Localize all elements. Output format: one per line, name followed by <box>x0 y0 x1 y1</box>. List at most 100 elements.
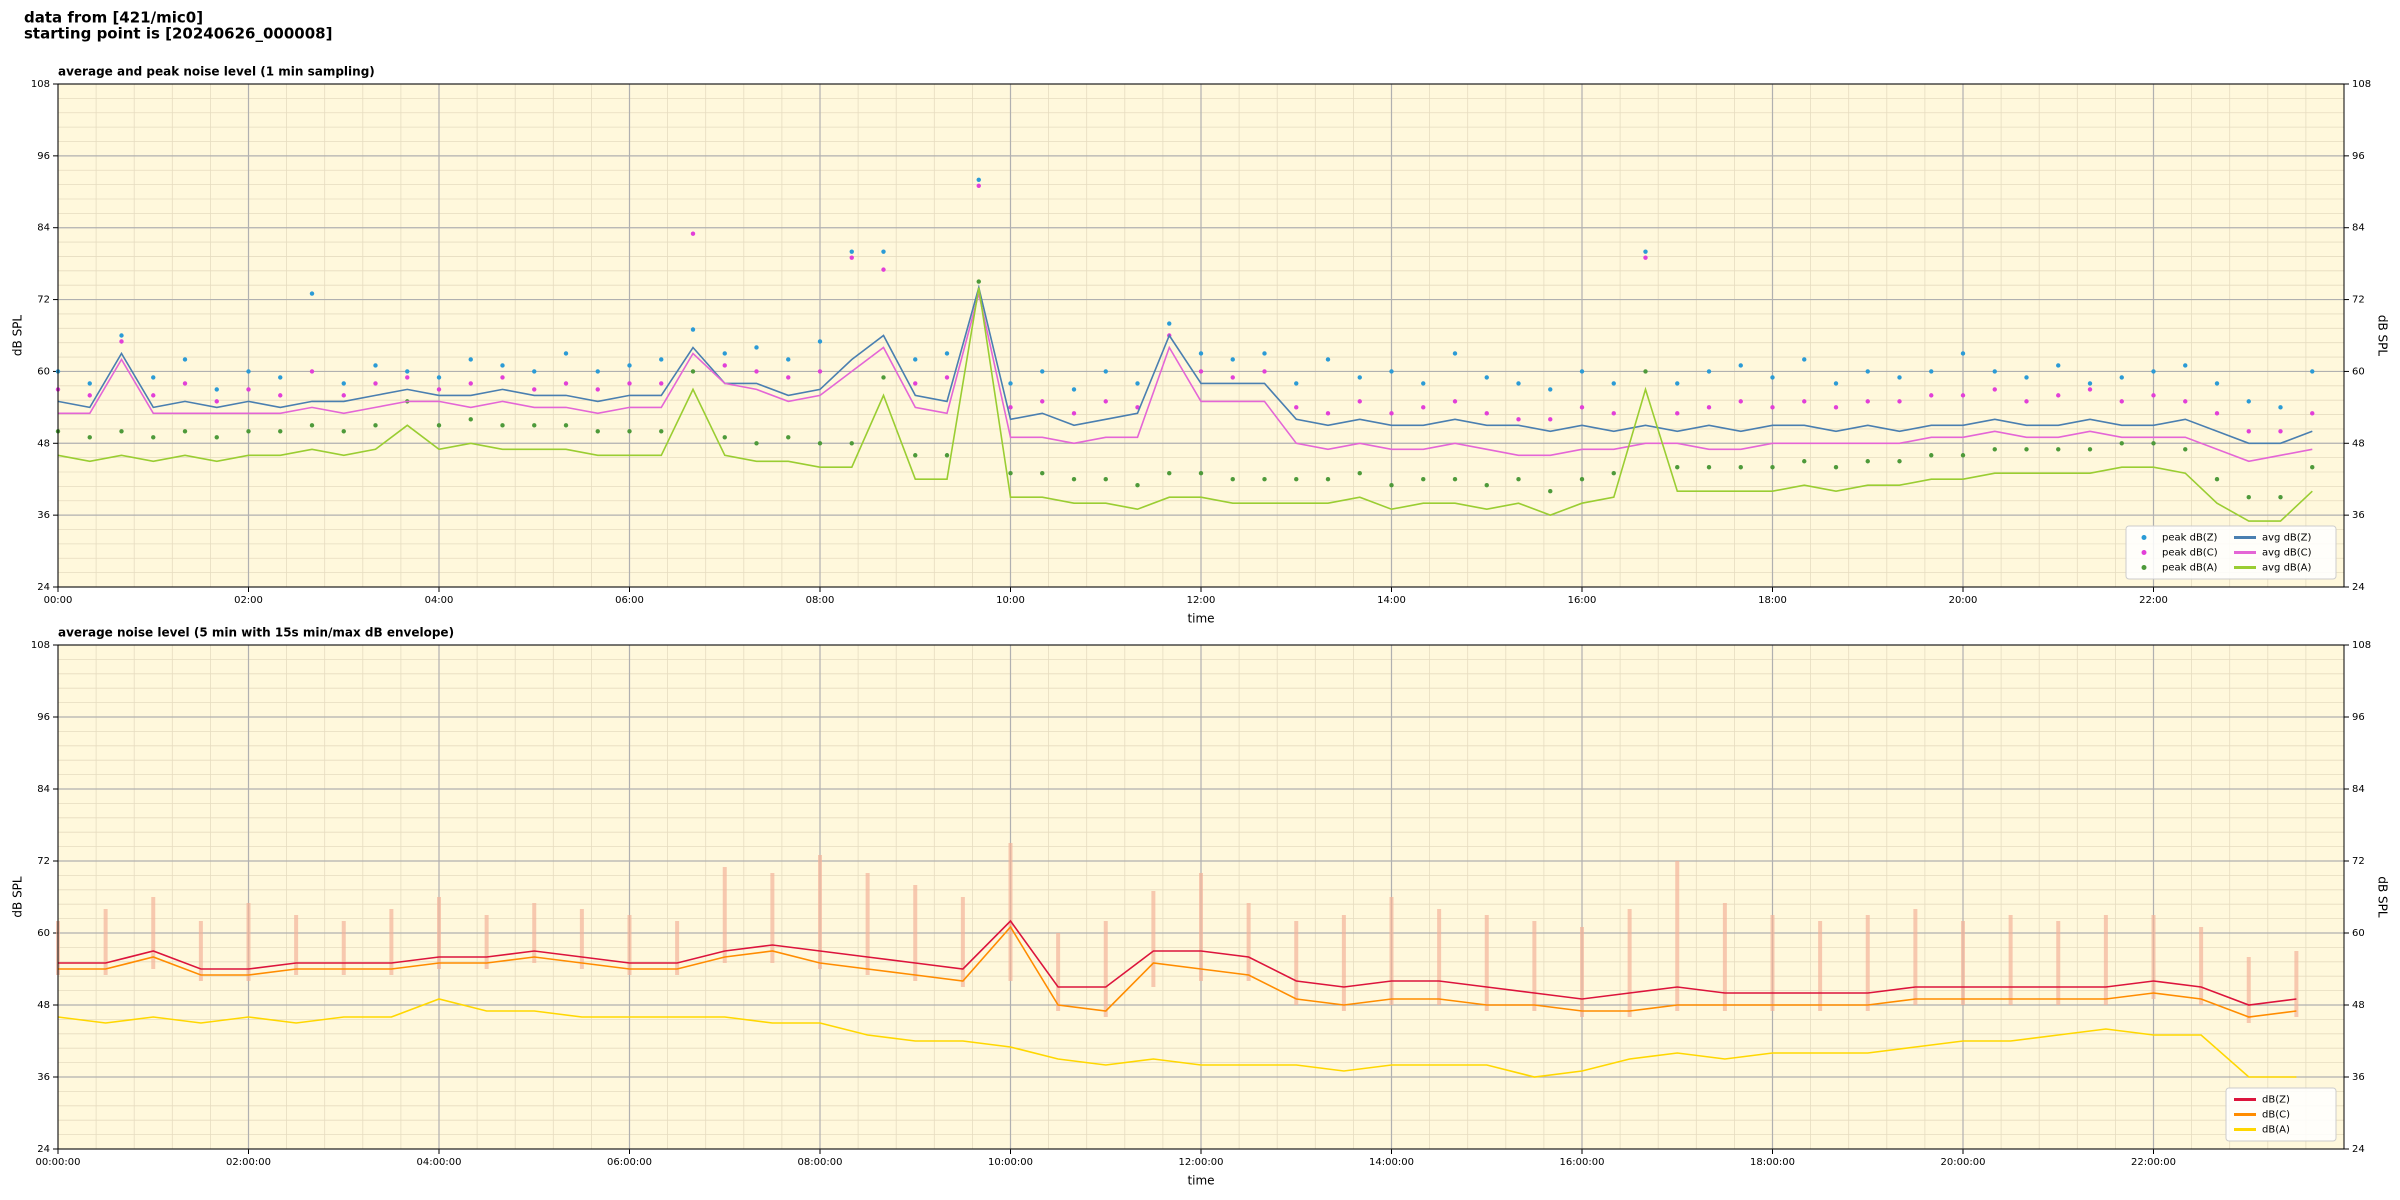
peak-point <box>1008 381 1013 386</box>
peak-point <box>1325 411 1331 416</box>
peak-point <box>2214 381 2220 386</box>
peak-point <box>1357 399 1362 404</box>
series-line <box>58 919 2297 1006</box>
peak-point <box>1262 477 1267 482</box>
legend-label: dB(Z) <box>2262 1095 2290 1106</box>
peak-point <box>1040 369 1045 374</box>
peak-point <box>1421 381 1426 386</box>
peak-point <box>563 351 569 356</box>
peak-point <box>1675 465 1680 470</box>
peak-point <box>1802 399 1807 404</box>
peak-point <box>436 387 442 392</box>
y2-tick-label: 96 <box>2352 151 2365 162</box>
peak-point <box>849 441 854 446</box>
peak-point <box>119 339 124 344</box>
peak-point <box>87 381 92 386</box>
peak-point <box>436 375 442 380</box>
peak-point <box>1548 488 1553 494</box>
peak-point <box>1008 471 1013 476</box>
peak-point <box>722 351 727 356</box>
peak-point <box>1103 477 1108 482</box>
peak-point <box>881 267 886 272</box>
peak-point <box>246 387 251 392</box>
chart-panel: average and peak noise level (1 min samp… <box>11 65 2390 626</box>
peak-point <box>881 375 886 380</box>
peak-point <box>119 429 124 434</box>
peak-point <box>913 381 918 386</box>
peak-point <box>87 435 92 440</box>
peak-point <box>563 423 569 428</box>
peak-point <box>2310 465 2315 470</box>
y2-tick-label: 84 <box>2352 784 2365 795</box>
peak-point <box>1167 321 1172 326</box>
x-tick-label: 18:00:00 <box>1750 1157 1795 1168</box>
peak-point <box>913 453 918 458</box>
y-tick-label: 96 <box>37 151 50 162</box>
peak-point <box>2119 441 2124 446</box>
x-tick-label: 08:00:00 <box>798 1157 843 1168</box>
peak-point <box>786 357 791 362</box>
peak-point <box>341 393 346 398</box>
peak-point <box>1833 381 1839 386</box>
peak-point <box>1992 369 1997 374</box>
peak-point <box>2183 447 2188 452</box>
legend-label: dB(A) <box>2262 1125 2290 1136</box>
x-tick-label: 10:00 <box>996 595 1025 606</box>
peak-point <box>246 429 251 434</box>
peak-point <box>436 423 442 428</box>
peak-point <box>1040 399 1045 404</box>
peak-point <box>1802 357 1807 362</box>
series-line <box>57 287 2313 522</box>
x-tick-label: 04:00:00 <box>417 1157 462 1168</box>
legend-label: avg dB(Z) <box>2262 533 2312 544</box>
peak-point <box>1071 411 1077 416</box>
peak-point <box>151 435 156 440</box>
y-tick-label: 24 <box>37 1144 50 1155</box>
peak-point <box>944 351 950 356</box>
y2-tick-label: 60 <box>2352 928 2365 939</box>
legend-label: avg dB(A) <box>2262 563 2312 574</box>
peak-point <box>1103 369 1108 374</box>
peak-point <box>2024 399 2029 404</box>
peak-point <box>659 381 664 386</box>
y-tick-label: 24 <box>37 582 50 593</box>
series-line <box>58 925 2297 1018</box>
peak-point <box>1897 375 1902 380</box>
peak-point <box>563 381 569 386</box>
peak-point <box>1103 399 1108 404</box>
peak-point <box>1421 477 1426 482</box>
y-tick-label: 48 <box>37 438 50 449</box>
peak-point <box>2056 393 2061 398</box>
peak-point <box>1992 447 1997 452</box>
peak-point <box>1230 375 1235 380</box>
peak-point <box>1198 351 1204 356</box>
peak-point <box>373 363 378 368</box>
peak-point <box>2183 399 2188 404</box>
peak-point <box>754 369 759 374</box>
peak-point <box>944 375 950 380</box>
peak-point <box>1484 375 1489 380</box>
peak-point <box>1516 417 1521 422</box>
y-tick-label: 96 <box>37 712 50 723</box>
peak-point <box>2119 399 2124 404</box>
peak-point <box>1706 369 1712 374</box>
y-axis-label: dB SPL <box>11 315 25 357</box>
series-line <box>57 998 2297 1078</box>
x-tick-label: 22:00:00 <box>2131 1157 2176 1168</box>
peak-point <box>405 369 410 374</box>
peak-point <box>722 435 727 440</box>
peak-point <box>1929 393 1934 398</box>
peak-point <box>786 435 791 440</box>
peak-point <box>659 429 664 434</box>
peak-point <box>2310 369 2315 374</box>
y-tick-label: 60 <box>37 366 50 377</box>
peak-point <box>595 429 600 434</box>
peak-point <box>1897 399 1902 404</box>
x-tick-label: 20:00 <box>1949 595 1978 606</box>
peak-point <box>1198 369 1204 374</box>
x-tick-label: 00:00 <box>44 595 73 606</box>
peak-point <box>182 357 188 362</box>
peak-point <box>1135 483 1140 488</box>
peak-point <box>373 381 378 386</box>
